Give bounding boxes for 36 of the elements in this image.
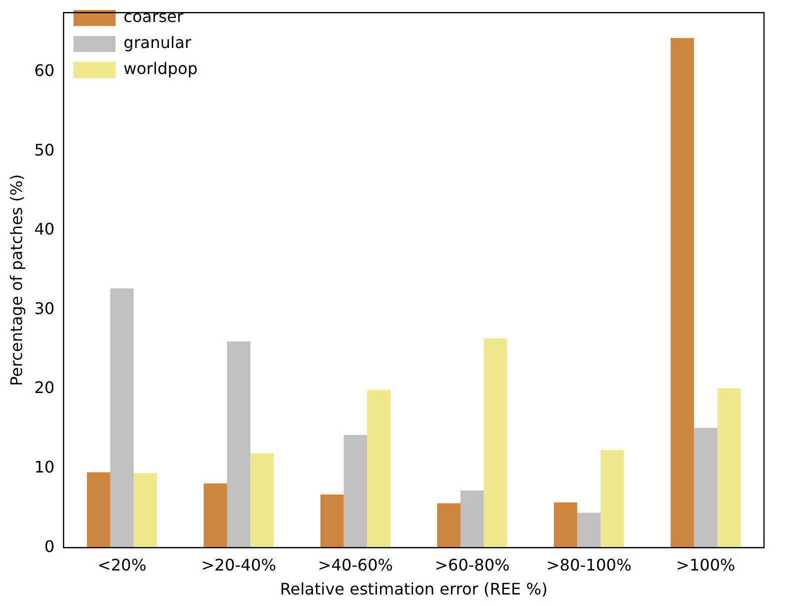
bar (460, 490, 484, 548)
bar (86, 472, 110, 548)
bar (670, 38, 694, 548)
y-tick-label: 30 (34, 298, 55, 318)
y-tick-label: 60 (34, 61, 55, 80)
bar (484, 338, 508, 548)
y-tick-label: 40 (34, 220, 55, 239)
x-tick-label: >80-100% (546, 555, 632, 574)
x-tick-label: >60-80% (434, 555, 510, 574)
y-tick-label: 10 (34, 457, 55, 476)
bar (344, 435, 368, 548)
bar (320, 494, 344, 548)
y-tick-label: 50 (34, 140, 55, 160)
bar (367, 390, 390, 548)
bar (250, 453, 274, 548)
x-tick-label: >100% (676, 555, 736, 574)
x-tick-label: <20% (97, 555, 146, 574)
bar (694, 428, 718, 548)
legend-label: granular (124, 33, 192, 52)
x-tick-label: >40-60% (318, 555, 393, 574)
bar (204, 483, 227, 548)
legend-label: worldpop (124, 59, 198, 78)
bar (134, 473, 157, 548)
bar (110, 288, 134, 548)
bar (600, 450, 624, 548)
bar (226, 342, 250, 548)
bar (577, 512, 601, 548)
x-tick-label: >20-40% (201, 555, 276, 574)
x-axis-title: Relative estimation error (REE %) (280, 580, 548, 599)
bar (717, 388, 741, 548)
y-tick-label: 20 (34, 378, 55, 398)
bar (437, 503, 460, 548)
legend-label: coarser (124, 7, 184, 26)
y-tick-label: 0 (44, 536, 55, 556)
y-axis-title: Percentage of patches (%) (6, 174, 26, 386)
bar (554, 502, 578, 548)
